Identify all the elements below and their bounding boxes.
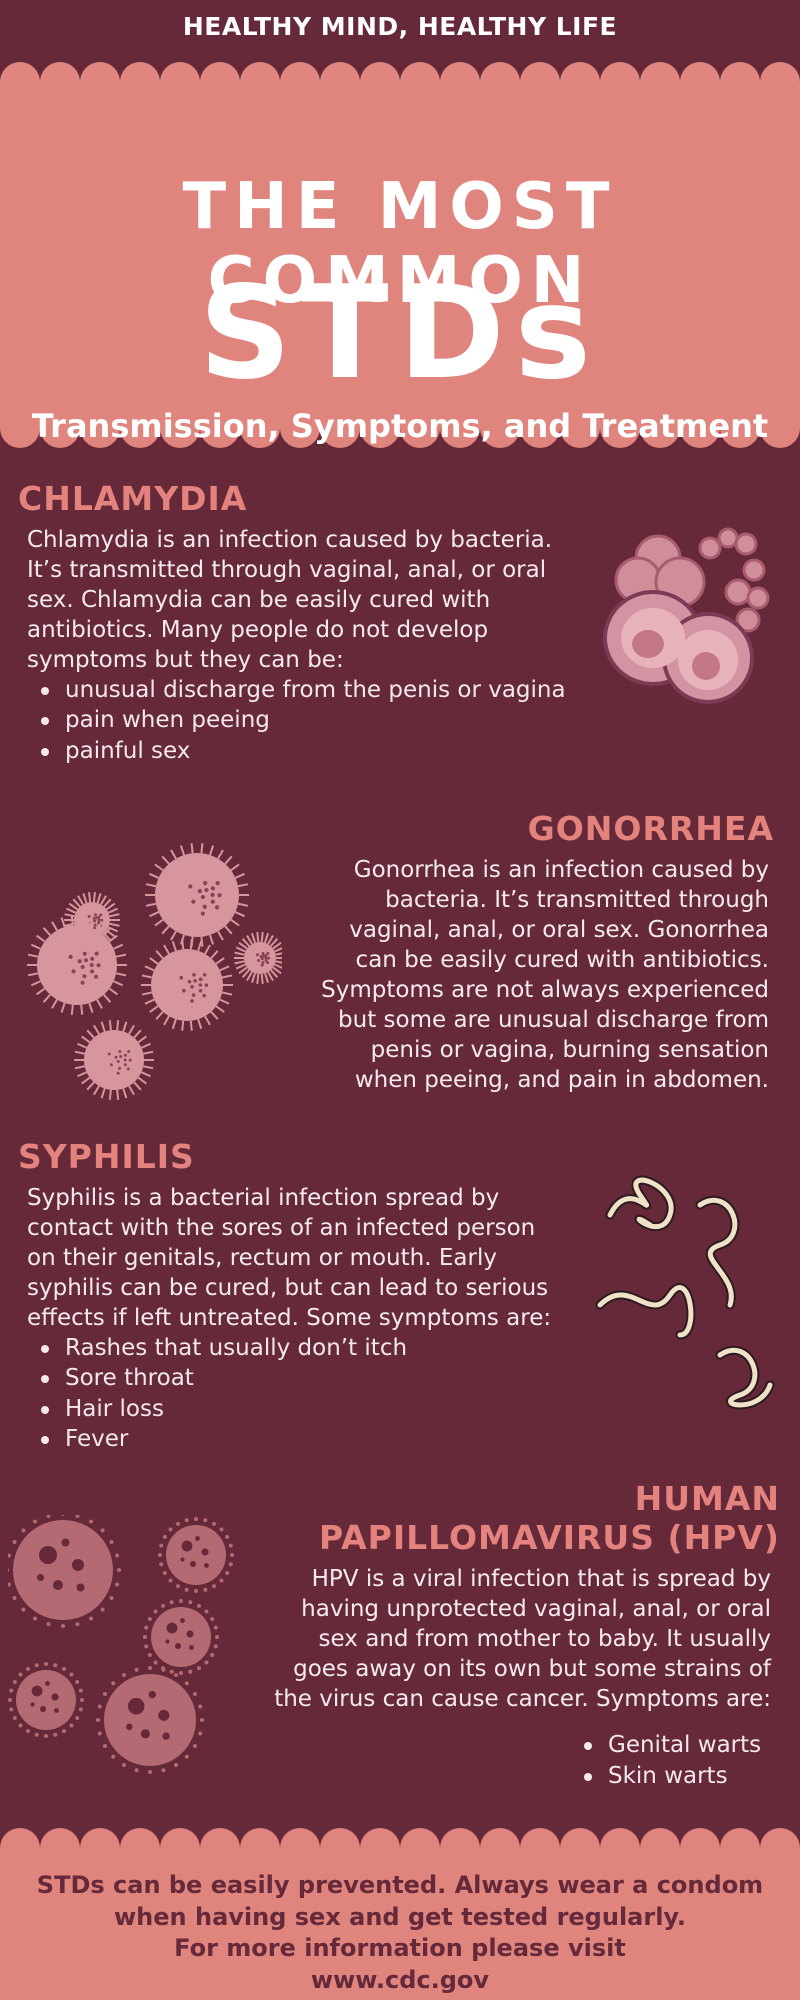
hpv-symptom-list: Genital warts Skin warts	[570, 1730, 790, 1791]
section-title-hpv: HUMAN PAPILLOMAVIRUS (HPV)	[230, 1479, 780, 1558]
chlamydia-line: symptoms but they can be:	[27, 646, 344, 673]
syphilis-line: on their genitals, rectum or mouth. Earl…	[27, 1244, 497, 1271]
spirochete-icon	[595, 1175, 775, 1410]
gonorrhea-description: Gonorrhea is an infection caused by bact…	[300, 855, 774, 1095]
hero-banner: THE MOST COMMON STDs Transmission, Sympt…	[0, 62, 800, 448]
tagline: HEALTHY MIND, HEALTHY LIFE	[182, 12, 618, 41]
virus-particles-icon	[8, 1515, 234, 1774]
bacteria-cluster-icon	[603, 527, 770, 704]
syphilis-line: Syphilis is a bacterial infection spread…	[27, 1184, 500, 1211]
footer-message: STDs can be easily prevented. Always wea…	[0, 1870, 800, 1996]
gonorrhea-line: bacteria. It’s transmitted through	[385, 886, 769, 913]
list-item: unusual discharge from the penis or vagi…	[27, 675, 618, 706]
hpv-line: the virus can cause cancer. Symptoms are…	[274, 1685, 771, 1712]
gonorrhea-line: but some are unusual discharge from	[338, 1006, 769, 1033]
chlamydia-line: It’s transmitted through vaginal, anal, …	[27, 556, 547, 583]
footer-line: STDs can be easily prevented. Always wea…	[36, 1871, 764, 1899]
list-item: Sore throat	[27, 1363, 598, 1394]
page-title-main: STDs	[199, 259, 601, 408]
syphilis-symptom-list: Rashes that usually don’t itch Sore thro…	[27, 1333, 598, 1455]
section-chlamydia: CHLAMYDIA Chlamydia is an infection caus…	[18, 479, 618, 767]
gonorrhea-line: when peeing, and pain in abdomen.	[354, 1066, 769, 1093]
section-title-gonorrhea: GONORRHEA	[527, 809, 774, 848]
list-item: Hair loss	[27, 1394, 598, 1425]
page-title-line1: THE MOST COMMON	[182, 170, 618, 318]
section-gonorrhea: GONORRHEA Gonorrhea is an infection caus…	[300, 809, 774, 1095]
hpv-description: HPV is a viral infection that is spread …	[230, 1564, 780, 1714]
list-item: Rashes that usually don’t itch	[27, 1333, 598, 1364]
page-subtitle: Transmission, Symptoms, and Treatment	[31, 407, 769, 445]
chlamydia-line: antibiotics. Many people do not develop	[27, 616, 489, 643]
scalloped-banner-shape	[0, 62, 800, 448]
gonorrhea-line: Symptoms are not always experienced	[321, 976, 769, 1003]
gonorrhea-line: penis or vagina, burning sensation	[370, 1036, 769, 1063]
chlamydia-symptom-list: unusual discharge from the penis or vagi…	[27, 675, 618, 767]
list-item: pain when peeing	[27, 705, 618, 736]
list-item: Genital warts	[570, 1730, 790, 1761]
hpv-line: goes away on its own but some strains of	[293, 1655, 771, 1682]
footer-line: For more information please visit	[174, 1934, 626, 1962]
list-item: painful sex	[27, 736, 618, 767]
chlamydia-line: sex. Chlamydia can be easily cured with	[27, 586, 491, 613]
scalloped-footer-shape	[0, 1828, 800, 2000]
chlamydia-description: Chlamydia is an infection caused by bact…	[27, 525, 618, 675]
syphilis-line: contact with the sores of an infected pe…	[27, 1214, 536, 1241]
gonorrhea-line: can be easily cured with antibiotics.	[355, 946, 769, 973]
section-hpv: HUMAN PAPILLOMAVIRUS (HPV) HPV is a vira…	[230, 1479, 780, 1714]
section-title-chlamydia: CHLAMYDIA	[18, 479, 248, 518]
hpv-line: having unprotected vaginal, anal, or ora…	[301, 1595, 771, 1622]
gonorrhea-line: Gonorrhea is an infection caused by	[353, 856, 769, 883]
syphilis-line: syphilis can be cured, but can lead to s…	[27, 1274, 549, 1301]
spiky-bacteria-icon	[27, 843, 282, 1100]
footer-line: when having sex and get tested regularly…	[114, 1902, 686, 1931]
gonorrhea-line: vaginal, anal, or oral sex. Gonorrhea	[349, 916, 769, 943]
syphilis-line: effects if left untreated. Some symptoms…	[27, 1304, 552, 1331]
chlamydia-line: Chlamydia is an infection caused by bact…	[27, 526, 553, 553]
footer-banner: STDs can be easily prevented. Always wea…	[0, 1828, 800, 2000]
section-title-syphilis: SYPHILIS	[18, 1137, 195, 1176]
hpv-title-line2: PAPILLOMAVIRUS (HPV)	[318, 1517, 780, 1557]
syphilis-description: Syphilis is a bacterial infection spread…	[27, 1183, 598, 1333]
hpv-line: sex and from mother to baby. It usually	[318, 1625, 771, 1652]
footer-link: www.cdc.gov	[310, 1965, 490, 1994]
hpv-title-line1: HUMAN	[634, 1479, 780, 1518]
list-item: Skin warts	[570, 1761, 790, 1792]
section-syphilis: SYPHILIS Syphilis is a bacterial infecti…	[18, 1137, 598, 1455]
list-item: Fever	[27, 1424, 598, 1455]
hpv-line: HPV is a viral infection that is spread …	[311, 1565, 771, 1592]
